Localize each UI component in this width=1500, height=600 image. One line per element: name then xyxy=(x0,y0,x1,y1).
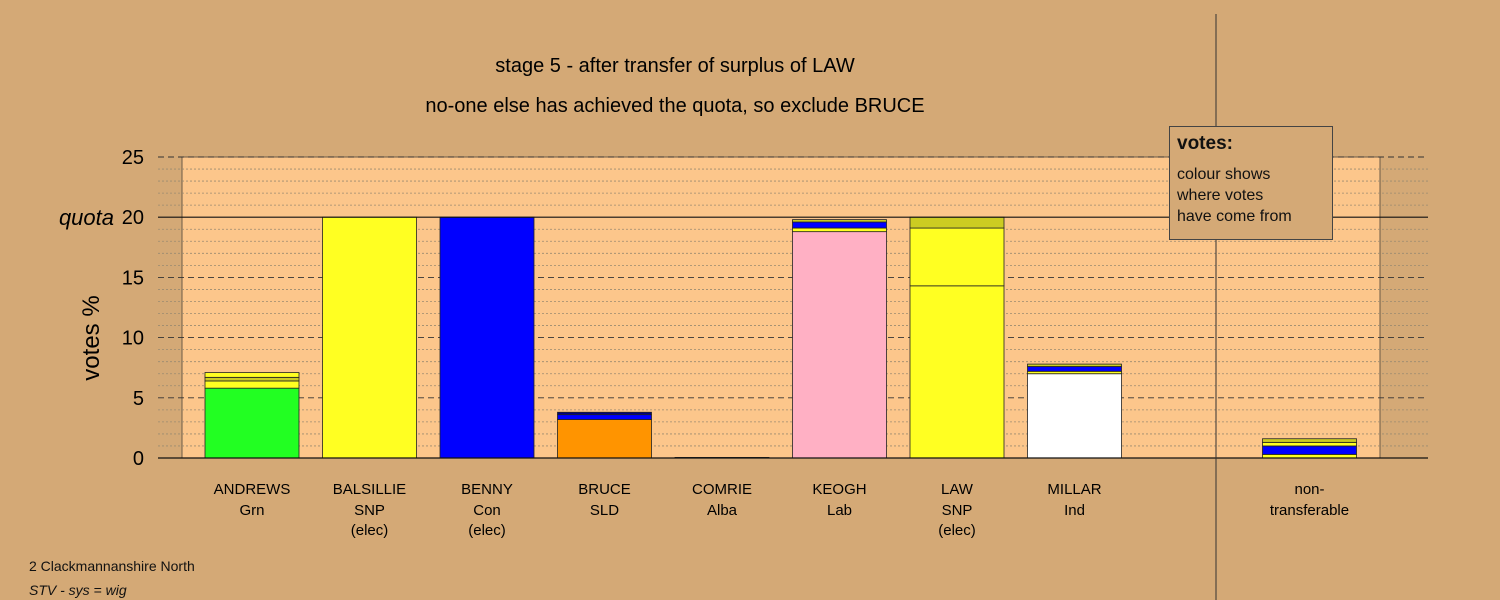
quota-label: quota xyxy=(59,205,114,230)
candidate-party: Alba xyxy=(707,502,738,519)
bar-segment xyxy=(557,411,652,416)
legend-text: colour shows where votes have come from xyxy=(1177,166,1292,225)
candidate-party: SNP xyxy=(942,502,973,519)
candidate-party: Grn xyxy=(239,502,264,519)
candidate-party: Con xyxy=(473,502,501,519)
candidate-name: non- xyxy=(1294,481,1324,498)
bar-segment xyxy=(909,216,1005,229)
bar-segment xyxy=(557,414,652,420)
chart-title: stage 5 - after transfer of surplus of L… xyxy=(495,55,855,77)
candidate-party: Lab xyxy=(827,502,852,519)
y-axis-label: votes % xyxy=(78,295,105,380)
candidate-status: (elec) xyxy=(468,522,506,539)
candidate-name: BENNY xyxy=(461,481,513,498)
y-tick-label: 10 xyxy=(122,328,144,350)
chart-subtitle: no-one else has achieved the quota, so e… xyxy=(425,95,924,117)
bar-segment xyxy=(1262,441,1357,447)
bar-segment xyxy=(204,372,300,378)
bar-segment xyxy=(204,380,300,389)
system-label: STV - sys = wig xyxy=(29,582,127,598)
bar-segment xyxy=(1262,438,1357,443)
candidate-name: MILLAR xyxy=(1047,481,1101,498)
candidate-party: SNP xyxy=(354,502,385,519)
legend-box: votes: colour shows where votes have com… xyxy=(1169,126,1333,240)
bar-segment xyxy=(1027,373,1122,459)
candidate-name: LAW xyxy=(941,481,974,498)
bar-segment xyxy=(909,285,1005,459)
y-tick-label: 0 xyxy=(133,448,144,470)
candidate-status: (elec) xyxy=(938,522,976,539)
bar-segment xyxy=(792,227,887,233)
bar-segment xyxy=(792,219,887,223)
y-tick-label: 15 xyxy=(122,267,144,289)
bar-segment xyxy=(909,227,1005,287)
bar-segment xyxy=(1027,363,1122,367)
y-tick-label: 20 xyxy=(122,207,144,229)
candidate-name: ANDREWS xyxy=(214,481,291,498)
bar-segment xyxy=(792,231,887,459)
constituency-label: 2 Clackmannanshire North xyxy=(29,558,195,574)
candidate-name: COMRIE xyxy=(692,481,752,498)
bar-segment xyxy=(204,387,300,459)
legend-title: votes: xyxy=(1177,133,1233,154)
bar-segment xyxy=(204,376,300,382)
candidate-party: transferable xyxy=(1270,502,1349,519)
candidate-status: (elec) xyxy=(351,522,389,539)
candidate-party: SLD xyxy=(590,502,619,519)
y-tick-label: 5 xyxy=(133,388,144,410)
bar-segment xyxy=(557,419,652,459)
bar-segment xyxy=(322,216,417,459)
candidate-name: KEOGH xyxy=(812,481,866,498)
candidate-party: Ind xyxy=(1064,502,1085,519)
y-tick-label: 25 xyxy=(122,147,144,169)
bar-segment xyxy=(1262,445,1357,455)
candidate-name: BRUCE xyxy=(578,481,631,498)
bar-segment xyxy=(1027,366,1122,372)
bar-segment xyxy=(792,221,887,229)
candidate-name: BALSILLIE xyxy=(333,481,406,498)
bar-segment xyxy=(439,216,535,459)
